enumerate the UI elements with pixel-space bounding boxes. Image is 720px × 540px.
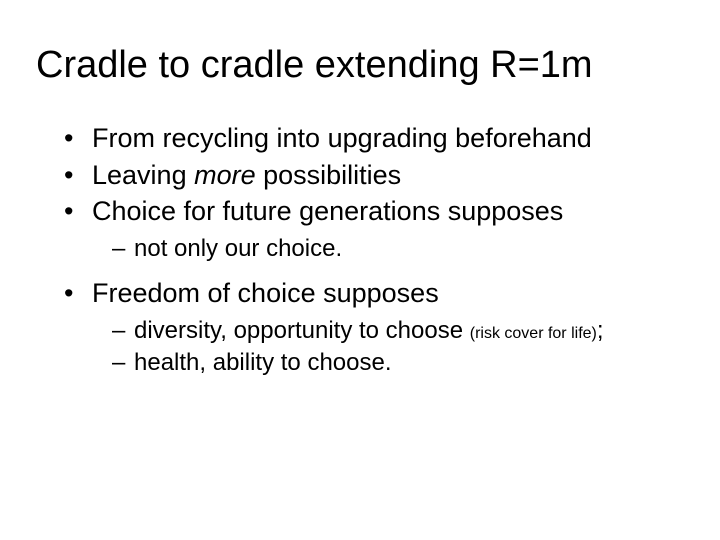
sub-bullet-item: health, ability to choose. bbox=[112, 347, 684, 379]
sub-bullet-tail: ; bbox=[597, 317, 604, 344]
sub-bullet-text: diversity, opportunity to choose bbox=[134, 317, 470, 344]
bullet-item: Choice for future generations supposes n… bbox=[64, 194, 684, 264]
sub-bullet-text: health, ability to choose. bbox=[134, 349, 392, 376]
sub-bullet-text: not only our choice. bbox=[134, 235, 342, 262]
bullet-text-post: possibilities bbox=[256, 160, 402, 190]
slide-title: Cradle to cradle extending R=1m bbox=[36, 44, 684, 87]
bullet-item: Freedom of choice supposes diversity, op… bbox=[64, 276, 684, 378]
bullet-text-em: more bbox=[194, 160, 256, 190]
slide: Cradle to cradle extending R=1m From rec… bbox=[0, 0, 720, 540]
bullet-text: Freedom of choice supposes bbox=[92, 278, 439, 308]
sub-bullet-item: not only our choice. bbox=[112, 233, 684, 265]
sub-bullet-item: diversity, opportunity to choose (risk c… bbox=[112, 315, 684, 347]
bullet-text: From recycling into upgrading beforehand bbox=[92, 123, 592, 153]
bullet-text-pre: Leaving bbox=[92, 160, 194, 190]
bullet-item: From recycling into upgrading beforehand bbox=[64, 121, 684, 156]
sub-bullet-small: (risk cover for life) bbox=[470, 325, 597, 342]
sub-bullet-list: not only our choice. bbox=[112, 233, 684, 265]
bullet-text: Choice for future generations supposes bbox=[92, 196, 563, 226]
bullet-item: Leaving more possibilities bbox=[64, 158, 684, 193]
bullet-list: From recycling into upgrading beforehand… bbox=[64, 121, 684, 378]
sub-bullet-list: diversity, opportunity to choose (risk c… bbox=[112, 315, 684, 378]
